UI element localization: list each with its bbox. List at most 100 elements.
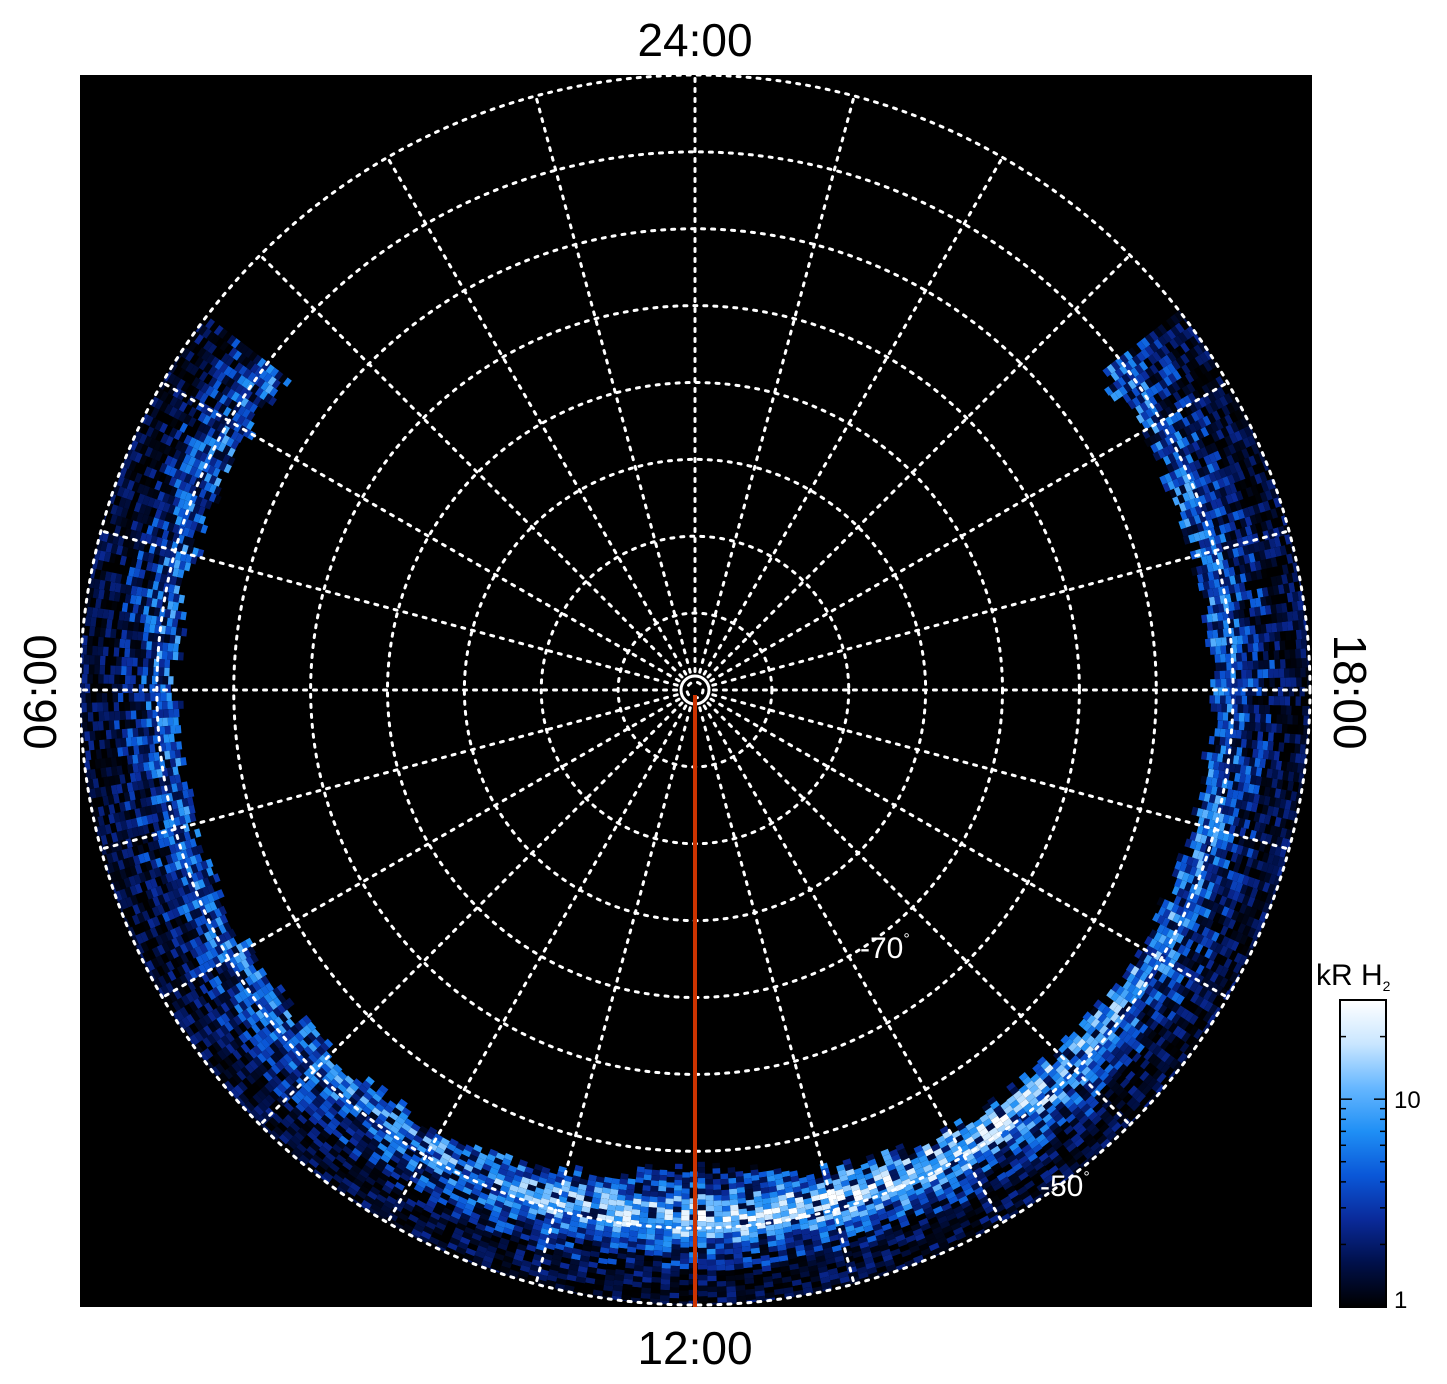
emission-cell [151,589,159,599]
emission-cell [203,373,213,385]
emission-cell [142,658,149,668]
emission-cell [129,772,137,783]
emission-cell [753,1196,763,1203]
emission-cell [1260,713,1267,723]
emission-cell [660,1279,671,1285]
emission-cell [189,838,197,848]
emission-cell [130,558,138,568]
emission-cell [151,701,157,710]
emission-cell [153,777,160,788]
emission-cell [95,683,101,694]
emission-cell [750,1247,761,1254]
emission-cell [158,847,167,858]
emission-cell [178,700,184,709]
emission-cell [119,774,126,785]
emission-cell [745,1294,756,1301]
emission-cell [147,735,154,745]
emission-cell [226,334,237,346]
emission-cell [188,804,196,814]
emission-cell [1270,613,1278,624]
emission-cell [178,807,186,817]
emission-cell [134,864,143,875]
emission-cell [165,982,175,994]
emission-cell [117,535,125,547]
emission-cell [116,783,123,794]
emission-cell [1258,660,1265,670]
emission-cell [226,948,236,959]
emission-cell [148,606,155,616]
emission-cell [627,1246,637,1253]
emission-cell [140,718,147,728]
emission-cell [1209,646,1216,655]
emission-cell [1289,668,1296,678]
emission-cell [145,796,153,807]
emission-cell [1281,621,1288,632]
emission-cell [198,488,207,499]
emission-cell [110,656,117,666]
emission-cell [217,442,227,453]
emission-cell [1295,696,1301,706]
emission-cell [108,702,114,712]
emission-cell [141,578,149,589]
emission-cell [108,591,116,602]
emission-cell [1273,732,1280,743]
emission-cell [184,814,192,824]
emission-cell [1259,704,1265,714]
emission-cell [243,389,253,400]
emission-cell [204,912,213,923]
emission-cell [163,464,173,476]
emission-cell [171,791,179,801]
emission-cell [277,1024,287,1035]
emission-cell [135,771,142,782]
emission-cell [97,806,105,817]
emission-cell [1300,667,1306,678]
emission-cell [141,485,150,496]
emission-cell [716,1281,727,1287]
emission-cell [716,1264,726,1271]
emission-cell [721,1189,730,1196]
emission-cell [140,424,150,435]
emission-cell [157,590,164,600]
emission-cell [121,602,129,613]
emission-cell [1221,678,1227,688]
emission-cell [208,475,217,485]
emission-cell [161,912,171,923]
emission-cell [255,1020,265,1031]
emission-cell [157,675,163,685]
emission-cell [172,601,179,611]
emission-cell [92,674,99,684]
emission-cell [653,1255,663,1262]
emission-cell [1269,659,1275,669]
emission-cell [736,1181,745,1188]
emission-cell [1226,661,1232,671]
emission-cell [171,783,178,793]
emission-cell [123,458,132,470]
emission-cell [644,1163,653,1170]
emission-cell [146,814,154,825]
emission-cell [237,405,247,416]
emission-cell [160,538,168,549]
emission-cell [164,863,173,874]
emission-cell [232,1049,242,1061]
emission-cell [92,721,99,731]
emission-cell [1214,736,1221,746]
emission-cell [248,392,258,403]
emission-cell [163,845,172,856]
emission-cell [132,763,139,773]
emission-cell [119,583,127,594]
emission-cell [729,1188,738,1195]
emission-cell [144,805,152,816]
emission-cell [94,655,101,666]
emission-cell [128,790,136,801]
emission-cell [1295,648,1301,659]
emission-cell [192,504,201,514]
emission-cell [138,503,147,515]
emission-cell [180,757,187,766]
emission-cell [214,916,224,927]
emission-cell [659,1169,668,1176]
emission-cell [118,611,125,621]
emission-cell [83,664,89,675]
emission-cell [154,509,163,520]
emission-cell [706,1238,716,1244]
emission-cell [159,391,169,402]
